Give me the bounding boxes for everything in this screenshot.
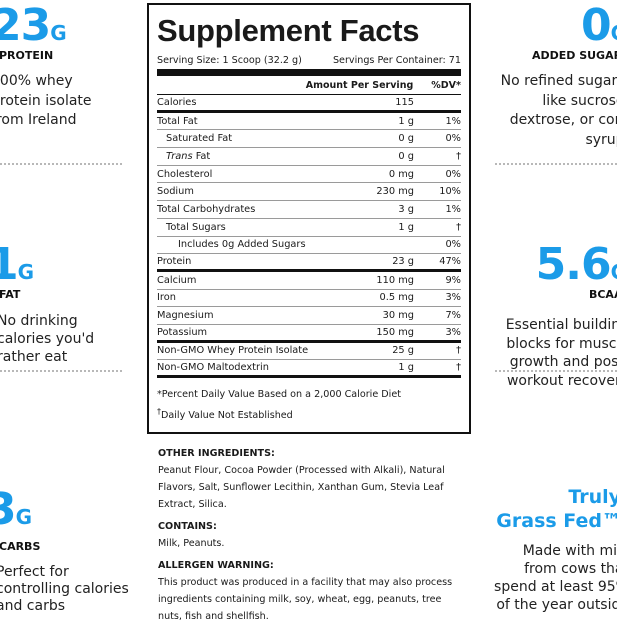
grass-fed-desc: Made with milkfrom cows thatspend at lea…	[494, 543, 617, 613]
table-header: Amount Per Serving %DV*	[157, 76, 461, 95]
grass-fed-title: Truly Grass Fed™	[496, 486, 617, 532]
allergen-warning: This product was produced in a facility …	[158, 577, 453, 622]
divider	[495, 163, 617, 165]
nutrient-name: Calories	[157, 96, 197, 108]
daily-value: 0%	[445, 168, 461, 180]
fat-stat: 1G	[0, 239, 35, 290]
carbs-desc: Perfect for controlling calories and carbs	[0, 564, 129, 614]
panel-title: Supplement Facts	[157, 13, 420, 48]
divider	[0, 163, 122, 165]
divider	[0, 370, 122, 372]
nutrient-name: Trans Fat	[166, 150, 211, 162]
contains-title: CONTAINS:	[158, 521, 217, 532]
amount: 30 mg	[382, 310, 414, 322]
amount: 0 mg	[388, 168, 414, 180]
facts-row: Trans Fat 0 g †	[157, 148, 461, 166]
contains: Milk, Peanuts.	[158, 538, 225, 549]
facts-row: Saturated Fat 0 g 0%	[157, 130, 461, 149]
bcaa-stat: 5.6G	[535, 239, 617, 290]
facts-row: Total Carbohydrates 3 g 1%	[157, 201, 461, 219]
facts-row: Total Sugars 1 g †	[157, 219, 461, 237]
nutrient-name: Iron	[157, 292, 176, 304]
fat-desc: No drinking calories you'd rather eat	[0, 313, 95, 365]
divider	[495, 370, 617, 372]
facts-row: Includes 0g Added Sugars 0%	[157, 237, 461, 255]
daily-value: 47%	[439, 256, 461, 268]
facts-row: Magnesium 30 mg 7%	[157, 307, 461, 325]
protein-label: PROTEIN	[0, 49, 54, 62]
bcaa-desc: Essential building blocks for muscle growt…	[505, 317, 617, 389]
other-ingredients: Peanut Flour, Cocoa Powder (Processed wi…	[158, 465, 445, 510]
facts-row: Non-GMO Whey Protein Isolate 25 g †	[157, 343, 461, 361]
protein-stat: 23G	[0, 0, 67, 51]
nutrient-name: Magnesium	[157, 310, 214, 322]
daily-value: †	[456, 221, 461, 233]
nutrient-name: Saturated Fat	[166, 133, 233, 145]
daily-value: 1%	[445, 203, 461, 215]
fat-label: FAT	[0, 288, 21, 301]
carbs-stat: 3G	[0, 484, 33, 535]
facts-row: Calcium 110 mg 9%	[157, 272, 461, 290]
amount: 1 g	[398, 221, 414, 233]
nutrient-name: Cholesterol	[157, 168, 213, 180]
nutrient-name: Total Sugars	[166, 221, 226, 233]
nutrient-name: Potassium	[157, 326, 208, 338]
daily-value: 1%	[445, 115, 461, 127]
amount: 25 g	[392, 345, 414, 357]
nutrient-name: Sodium	[157, 186, 194, 198]
supplement-facts-panel: Supplement Facts Serving Size: 1 Scoop (…	[147, 3, 471, 434]
daily-value: †	[456, 362, 461, 374]
daily-value: 0%	[445, 133, 461, 145]
nutrient-name: Total Fat	[157, 115, 198, 127]
amount: 1 g	[398, 115, 414, 127]
other-ingredients-title: OTHER INGREDIENTS:	[158, 448, 275, 459]
amount: 150 mg	[376, 326, 414, 338]
facts-row: Cholesterol 0 mg 0%	[157, 166, 461, 184]
amount: 230 mg	[376, 186, 414, 198]
facts-row: Sodium 230 mg 10%	[157, 183, 461, 202]
daily-value: †	[456, 345, 461, 357]
nutrient-name: Calcium	[157, 274, 197, 286]
amount: 0.5 mg	[379, 292, 414, 304]
daily-value: 3%	[445, 326, 461, 338]
facts-table: Calories 115 Total Fat 1 g 1% Saturated Fat 0 …	[157, 95, 461, 378]
serving-info: Serving Size: 1 Scoop (32.2 g) Servings P…	[157, 55, 461, 76]
allergen-title: ALLERGEN WARNING:	[158, 560, 274, 571]
facts-row: Non-GMO Maltodextrin 1 g †	[157, 360, 461, 378]
sugar-stat: 0G	[580, 0, 617, 51]
amount: 0 g	[398, 150, 414, 162]
bcaa-label: BCAAs	[588, 288, 617, 301]
footnotes: *Percent Daily Value Based on a 2,000 Ca…	[157, 389, 401, 422]
amount: 115	[395, 96, 414, 108]
facts-row: Potassium 150 mg 3%	[157, 325, 461, 343]
amount: 110 mg	[376, 274, 414, 286]
daily-value: †	[456, 150, 461, 162]
sugar-label: ADDED SUGARS	[531, 49, 617, 62]
amount: 3 g	[398, 203, 414, 215]
nutrient-name: Non-GMO Maltodextrin	[157, 362, 269, 374]
facts-row: Total Fat 1 g 1%	[157, 113, 461, 131]
daily-value: 0%	[445, 239, 461, 251]
daily-value: 10%	[439, 186, 461, 198]
daily-value: 3%	[445, 292, 461, 304]
daily-value: 7%	[445, 310, 461, 322]
ingredients: OTHER INGREDIENTS: Peanut Flour, Cocoa P…	[158, 442, 468, 625]
nutrient-name: Protein	[157, 256, 192, 268]
amount: 0 g	[398, 133, 414, 145]
nutrient-name: Includes 0g Added Sugars	[178, 239, 306, 251]
facts-row: Protein 23 g 47%	[157, 254, 461, 272]
facts-row: Iron 0.5 mg 3%	[157, 290, 461, 308]
nutrient-name: Total Carbohydrates	[157, 203, 256, 215]
carbs-label: CARBS	[0, 540, 41, 553]
amount: 1 g	[398, 362, 414, 374]
sugar-desc: No refined sugars,like sucrose,dextrose,…	[500, 73, 617, 148]
facts-row: Calories 115	[157, 95, 461, 113]
daily-value: 9%	[445, 274, 461, 286]
amount: 23 g	[392, 256, 414, 268]
nutrient-name: Non-GMO Whey Protein Isolate	[157, 345, 309, 357]
